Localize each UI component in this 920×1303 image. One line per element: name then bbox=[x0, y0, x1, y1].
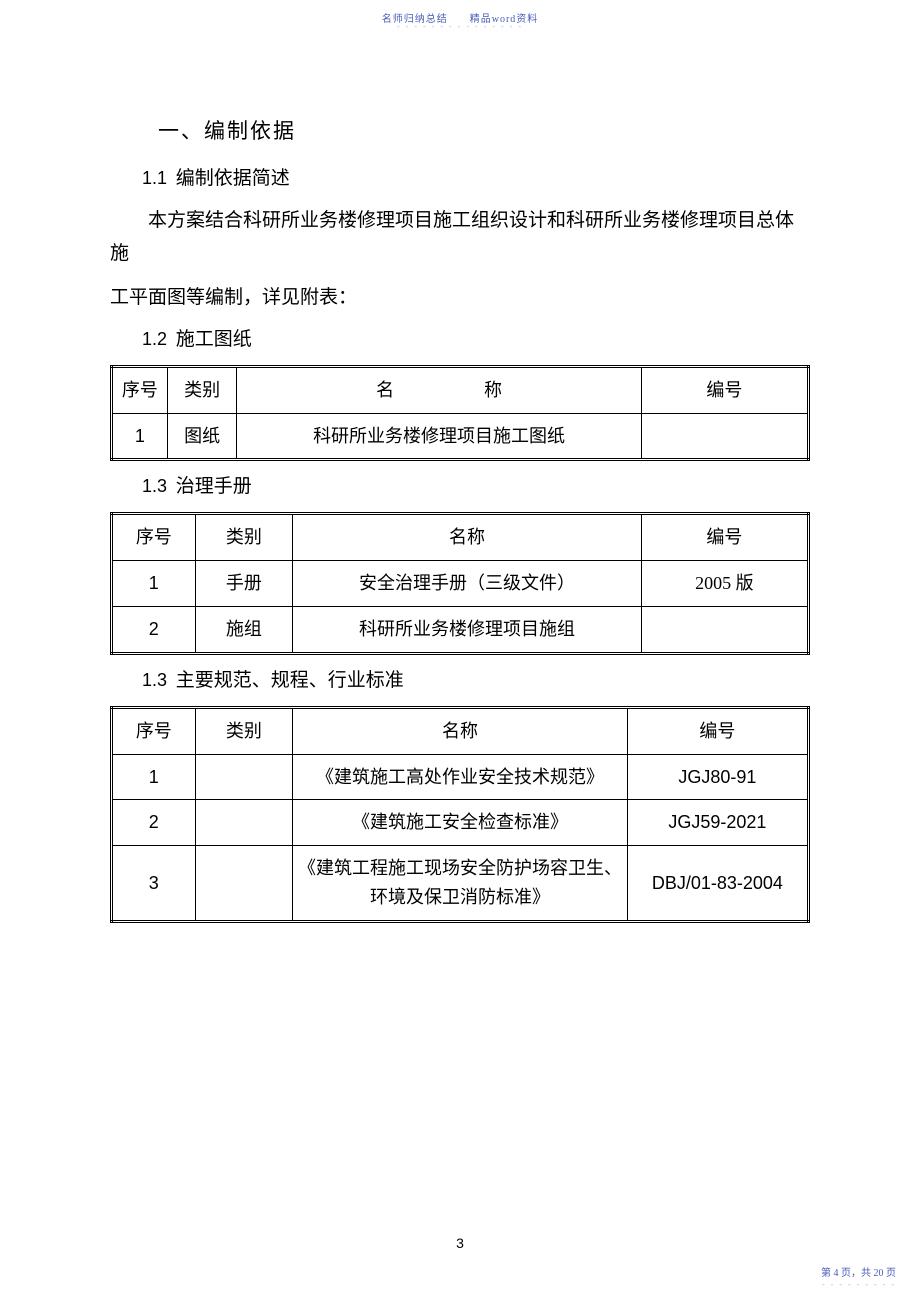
th-cat: 类别 bbox=[195, 514, 293, 561]
table-header-row: 序号 类别 名 称 编号 bbox=[112, 366, 809, 413]
table-drawings: 序号 类别 名 称 编号 1 图纸 科研所业务楼修理项目施工图纸 bbox=[110, 365, 810, 462]
table-row: 1 手册 安全治理手册（三级文件） 2005 版 bbox=[112, 561, 809, 607]
subheading-num: 1.3 bbox=[142, 476, 167, 496]
cell-code: JGJ80-91 bbox=[627, 754, 808, 800]
paragraph-1-cont: 工平面图等编制，详见附表： bbox=[110, 281, 810, 314]
cell-code bbox=[641, 413, 808, 460]
th-code: 编号 bbox=[627, 707, 808, 754]
th-seq: 序号 bbox=[112, 514, 196, 561]
cell-seq: 1 bbox=[112, 561, 196, 607]
table-row: 2 施组 科研所业务楼修理项目施组 bbox=[112, 606, 809, 653]
th-seq: 序号 bbox=[112, 707, 196, 754]
subheading-1-2: 1.2 施工图纸 bbox=[142, 324, 810, 351]
table-header-row: 序号 类别 名称 编号 bbox=[112, 707, 809, 754]
cell-name: 《建筑施工安全检查标准》 bbox=[293, 800, 628, 846]
cell-code: JGJ59-2021 bbox=[627, 800, 808, 846]
cell-cat bbox=[195, 800, 293, 846]
cell-seq: 1 bbox=[112, 754, 196, 800]
table-row: 1 图纸 科研所业务楼修理项目施工图纸 bbox=[112, 413, 809, 460]
table-manuals: 序号 类别 名称 编号 1 手册 安全治理手册（三级文件） 2005 版 2 施… bbox=[110, 512, 810, 654]
cell-seq: 2 bbox=[112, 800, 196, 846]
cell-code: DBJ/01-83-2004 bbox=[627, 846, 808, 922]
subheading-num: 1.1 bbox=[142, 168, 167, 188]
th-code: 编号 bbox=[641, 366, 808, 413]
subheading-num: 1.3 bbox=[142, 670, 167, 690]
cell-seq: 3 bbox=[112, 846, 196, 922]
subheading-1-3b: 1.3 主要规范、规程、行业标准 bbox=[142, 665, 810, 692]
th-cat: 类别 bbox=[167, 366, 237, 413]
cell-code bbox=[641, 606, 808, 653]
page-number-right: 第 4 页，共 20 页 bbox=[821, 1264, 896, 1279]
th-code: 编号 bbox=[641, 514, 808, 561]
cell-name: 科研所业务楼修理项目施组 bbox=[293, 606, 642, 653]
subheading-title: 主要规范、规程、行业标准 bbox=[176, 670, 404, 691]
cell-name: 《建筑施工高处作业安全技术规范》 bbox=[293, 754, 628, 800]
table-row: 1 《建筑施工高处作业安全技术规范》 JGJ80-91 bbox=[112, 754, 809, 800]
paragraph-1: 本方案结合科研所业务楼修理项目施工组织设计和科研所业务楼修理项目总体施 bbox=[110, 204, 810, 271]
page-number-center: 3 bbox=[456, 1235, 464, 1251]
table-row: 2 《建筑施工安全检查标准》 JGJ59-2021 bbox=[112, 800, 809, 846]
th-seq: 序号 bbox=[112, 366, 168, 413]
th-name: 名称 bbox=[293, 707, 628, 754]
document-content: 一、编制依据 1.1 编制依据简述 本方案结合科研所业务楼修理项目施工组织设计和… bbox=[110, 115, 810, 933]
cell-cat bbox=[195, 754, 293, 800]
header-dashes: - - - - - - - - - - - - - - - bbox=[397, 22, 523, 31]
th-name: 名 称 bbox=[237, 366, 641, 413]
cell-name: 科研所业务楼修理项目施工图纸 bbox=[237, 413, 641, 460]
subheading-title: 施工图纸 bbox=[176, 329, 252, 350]
cell-code: 2005 版 bbox=[641, 561, 808, 607]
th-cat: 类别 bbox=[195, 707, 293, 754]
cell-name: 安全治理手册（三级文件） bbox=[293, 561, 642, 607]
subheading-title: 治理手册 bbox=[176, 476, 252, 497]
subheading-1-1: 1.1 编制依据简述 bbox=[142, 163, 810, 190]
cell-cat: 施组 bbox=[195, 606, 293, 653]
cell-cat: 图纸 bbox=[167, 413, 237, 460]
cell-cat bbox=[195, 846, 293, 922]
table-row: 3 《建筑工程施工现场安全防护场容卫生、环境及保卫消防标准》 DBJ/01-83… bbox=[112, 846, 809, 922]
table-header-row: 序号 类别 名称 编号 bbox=[112, 514, 809, 561]
th-name: 名称 bbox=[293, 514, 642, 561]
subheading-1-3a: 1.3 治理手册 bbox=[142, 471, 810, 498]
table-standards: 序号 类别 名称 编号 1 《建筑施工高处作业安全技术规范》 JGJ80-91 … bbox=[110, 706, 810, 923]
section-heading: 一、编制依据 bbox=[158, 115, 810, 145]
subheading-num: 1.2 bbox=[142, 329, 167, 349]
cell-cat: 手册 bbox=[195, 561, 293, 607]
footer-dashes: - - - - - - - - - bbox=[822, 1280, 896, 1289]
cell-name: 《建筑工程施工现场安全防护场容卫生、环境及保卫消防标准》 bbox=[293, 846, 628, 922]
cell-seq: 1 bbox=[112, 413, 168, 460]
subheading-title: 编制依据简述 bbox=[176, 168, 290, 189]
cell-seq: 2 bbox=[112, 606, 196, 653]
